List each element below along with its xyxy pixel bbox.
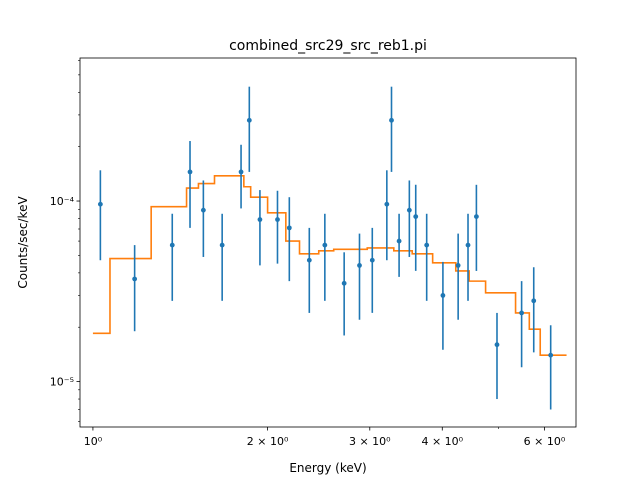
y-tick-label: 10⁻⁴ xyxy=(50,195,75,208)
x-tick-label: 4 × 10⁰ xyxy=(421,435,463,448)
plot-frame xyxy=(79,57,577,428)
data-point xyxy=(455,262,461,268)
chart-title: combined_src29_src_reb1.pi xyxy=(229,38,427,54)
x-tick-label: 10⁰ xyxy=(84,435,103,448)
x-tick-label: 2 × 10⁰ xyxy=(247,435,289,448)
axes: 10⁰ 2 × 10⁰ 3 × 10⁰ 4 × 10⁰ 6 × 10⁰ 10⁻⁵ 10⁻⁴ xyxy=(50,60,566,448)
data-points xyxy=(97,86,554,410)
data-point xyxy=(341,280,347,286)
data-point xyxy=(406,207,412,213)
data-point xyxy=(424,242,430,248)
data-point xyxy=(384,201,390,207)
data-point xyxy=(169,242,175,248)
x-tick-label: 3 × 10⁰ xyxy=(349,435,391,448)
data-point xyxy=(257,217,263,222)
data-point xyxy=(531,298,537,304)
data-point xyxy=(200,207,206,213)
data-point xyxy=(413,214,419,219)
data-point xyxy=(132,276,138,282)
data-point xyxy=(246,117,252,123)
y-axis-label: Counts/sec/keV xyxy=(16,196,30,289)
data-point xyxy=(519,310,525,316)
data-point xyxy=(219,242,225,248)
data-point xyxy=(322,242,328,248)
data-point xyxy=(465,242,471,248)
data-point xyxy=(389,117,394,123)
x-tick-label: 6 × 10⁰ xyxy=(524,435,566,448)
data-point xyxy=(187,169,193,175)
data-point xyxy=(369,257,375,263)
data-point xyxy=(474,214,479,219)
data-point xyxy=(238,169,244,175)
data-point xyxy=(396,238,402,244)
data-point xyxy=(306,257,312,263)
data-point xyxy=(494,342,500,348)
data-point xyxy=(286,225,292,231)
model-line xyxy=(92,174,567,356)
model-step-line xyxy=(92,174,567,356)
data-point xyxy=(357,262,362,268)
x-axis-label: Energy (keV) xyxy=(289,461,366,475)
data-point xyxy=(275,217,280,222)
data-point xyxy=(440,293,446,298)
data-point xyxy=(97,201,103,207)
y-tick-label: 10⁻⁵ xyxy=(50,376,74,389)
data-point xyxy=(548,352,554,358)
